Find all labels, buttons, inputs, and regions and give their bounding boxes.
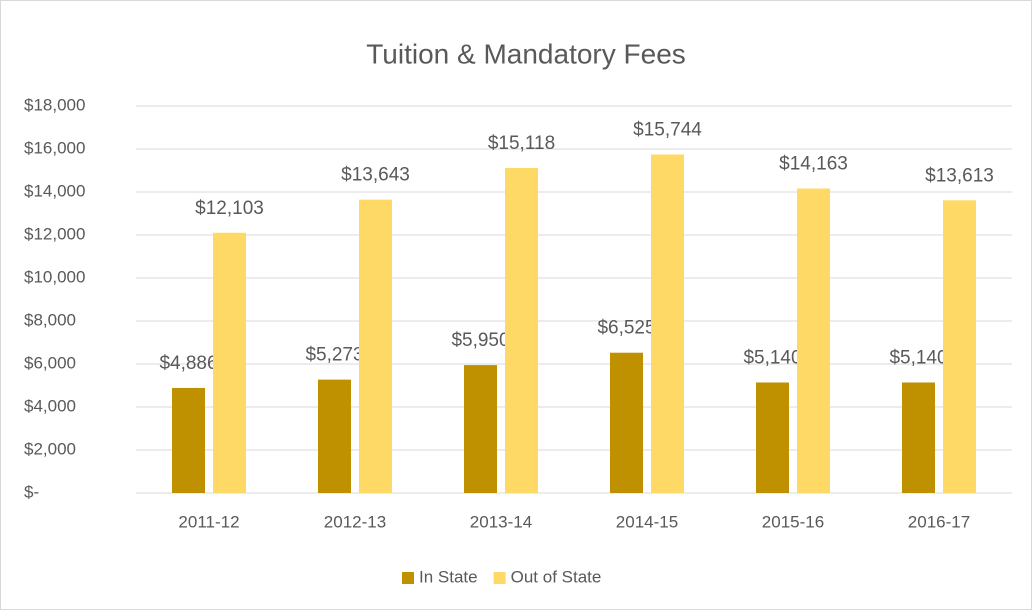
y-tick-label: $2,000 <box>24 439 76 458</box>
value-label: $13,613 <box>925 165 994 186</box>
x-tick-label: 2016-17 <box>908 512 970 531</box>
chart-title: Tuition & Mandatory Fees <box>366 38 686 69</box>
bar <box>505 167 538 493</box>
bar <box>756 382 789 493</box>
bar <box>902 382 935 493</box>
bar <box>943 200 976 493</box>
bar <box>172 387 205 493</box>
x-tick-label: 2013-14 <box>470 512 532 531</box>
y-tick-label: $- <box>24 482 39 501</box>
value-label: $12,103 <box>195 198 264 219</box>
y-tick-label: $10,000 <box>24 267 85 286</box>
bar <box>797 188 830 494</box>
value-label: $15,118 <box>488 133 555 154</box>
bar <box>318 379 351 493</box>
y-tick-label: $18,000 <box>24 95 85 114</box>
legend-swatch <box>493 572 506 584</box>
value-label: $15,744 <box>633 120 702 141</box>
x-tick-label: 2014-15 <box>616 512 678 531</box>
bar <box>610 352 643 493</box>
y-tick-label: $12,000 <box>24 224 85 243</box>
value-label: $6,525 <box>597 318 655 339</box>
x-tick-label: 2015-16 <box>762 512 824 531</box>
legend-label: In State <box>419 567 478 586</box>
value-label: $5,273 <box>305 345 363 366</box>
y-tick-label: $14,000 <box>24 181 85 200</box>
legend-label: Out of State <box>511 567 602 586</box>
bar <box>651 154 684 493</box>
x-tick-label: 2012-13 <box>324 512 386 531</box>
value-label: $4,886 <box>159 353 217 374</box>
value-label: $14,163 <box>779 154 848 175</box>
legend-swatch <box>402 572 414 584</box>
bar <box>213 232 246 493</box>
bar <box>464 365 497 493</box>
y-tick-label: $6,000 <box>24 353 76 372</box>
value-label: $5,140 <box>743 348 801 369</box>
value-label: $5,950 <box>451 330 509 351</box>
value-label: $13,643 <box>341 165 410 186</box>
y-tick-label: $4,000 <box>24 396 76 415</box>
x-tick-label: 2011-12 <box>178 512 239 531</box>
value-label: $5,140 <box>889 348 947 369</box>
y-tick-label: $16,000 <box>24 138 85 157</box>
y-tick-label: $8,000 <box>24 310 76 329</box>
bar <box>359 199 392 493</box>
